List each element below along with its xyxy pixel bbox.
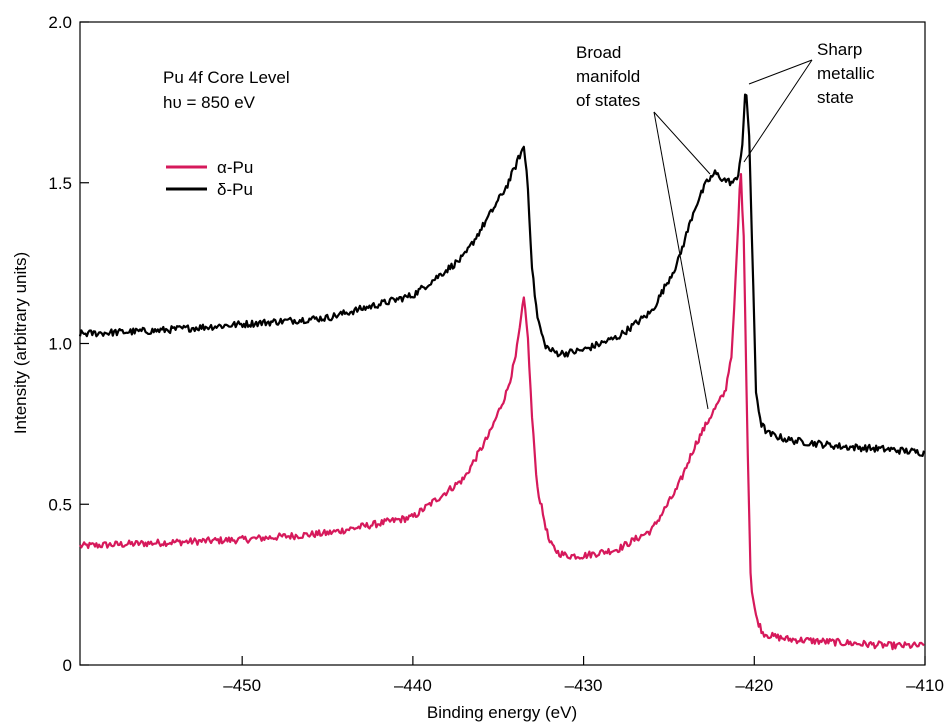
annotation-sharp-line-3: state [817, 88, 854, 107]
annotation-sharp-pointer-delta [748, 59, 813, 85]
annotation-broad-line-2: manifold [576, 67, 640, 86]
annotation-broad-line-1: Broad [576, 43, 621, 62]
tick-labels: –450 –440 –430 –420 –410 0 0.5 1.0 1.5 2.0 [48, 13, 944, 695]
header-line-1: Pu 4f Core Level [163, 68, 290, 87]
axis-ticks [80, 21, 926, 666]
annotation-sharp-metallic: Sharp metallic state [743, 40, 875, 163]
annotation-broad-pointer-delta [653, 111, 711, 175]
x-tick-label: –440 [394, 676, 432, 695]
y-tick-label: 2.0 [48, 13, 72, 32]
annotation-broad-pointer-alpha [653, 111, 709, 410]
y-tick-label: 1.5 [48, 174, 72, 193]
x-tick-label: –420 [735, 676, 773, 695]
annotation-broad-manifold: Broad manifold of states [576, 43, 711, 410]
plot-area-frame [79, 21, 926, 666]
x-tick-label: –430 [565, 676, 603, 695]
y-axis-label: Intensity (arbitrary units) [11, 252, 30, 434]
series-line-alpha-pu [79, 173, 925, 651]
series-line-delta-pu [78, 93, 926, 457]
y-tick-label: 0.5 [48, 495, 72, 514]
legend-label-alpha: α-Pu [217, 158, 253, 177]
y-tick-label: 0 [63, 656, 72, 675]
annotation-sharp-line-2: metallic [817, 64, 875, 83]
series-lines [78, 93, 926, 651]
x-axis-label: Binding energy (eV) [427, 703, 577, 722]
header-line-2: hυ = 850 eV [163, 93, 256, 112]
legend-label-delta: δ-Pu [217, 180, 253, 199]
legend: α-Pu δ-Pu [166, 158, 253, 199]
annotation-sharp-line-1: Sharp [817, 40, 862, 59]
y-tick-label: 1.0 [48, 335, 72, 354]
x-tick-label: –410 [906, 676, 944, 695]
annotation-sharp-pointer-alpha [743, 59, 813, 163]
annotation-broad-line-3: of states [576, 91, 640, 110]
x-tick-label: –450 [223, 676, 261, 695]
